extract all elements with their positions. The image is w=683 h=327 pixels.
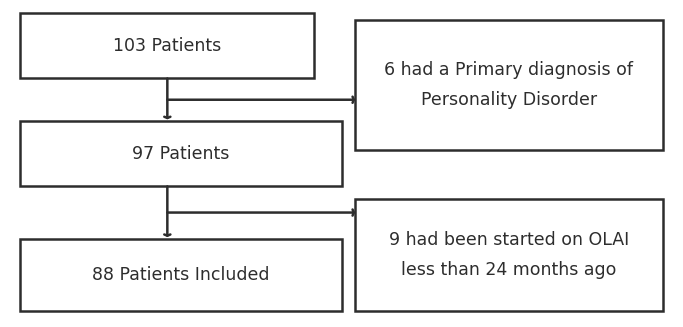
Bar — [20, 239, 342, 311]
Bar — [355, 199, 663, 311]
Text: 88 Patients Included: 88 Patients Included — [92, 266, 270, 284]
Bar — [20, 13, 314, 78]
Bar — [20, 121, 342, 186]
Text: 97 Patients: 97 Patients — [133, 145, 229, 163]
Bar — [355, 20, 663, 150]
Text: 103 Patients: 103 Patients — [113, 37, 221, 55]
Text: 9 had been started on OLAI
less than 24 months ago: 9 had been started on OLAI less than 24 … — [389, 232, 629, 279]
Text: 6 had a Primary diagnosis of
Personality Disorder: 6 had a Primary diagnosis of Personality… — [385, 61, 633, 109]
